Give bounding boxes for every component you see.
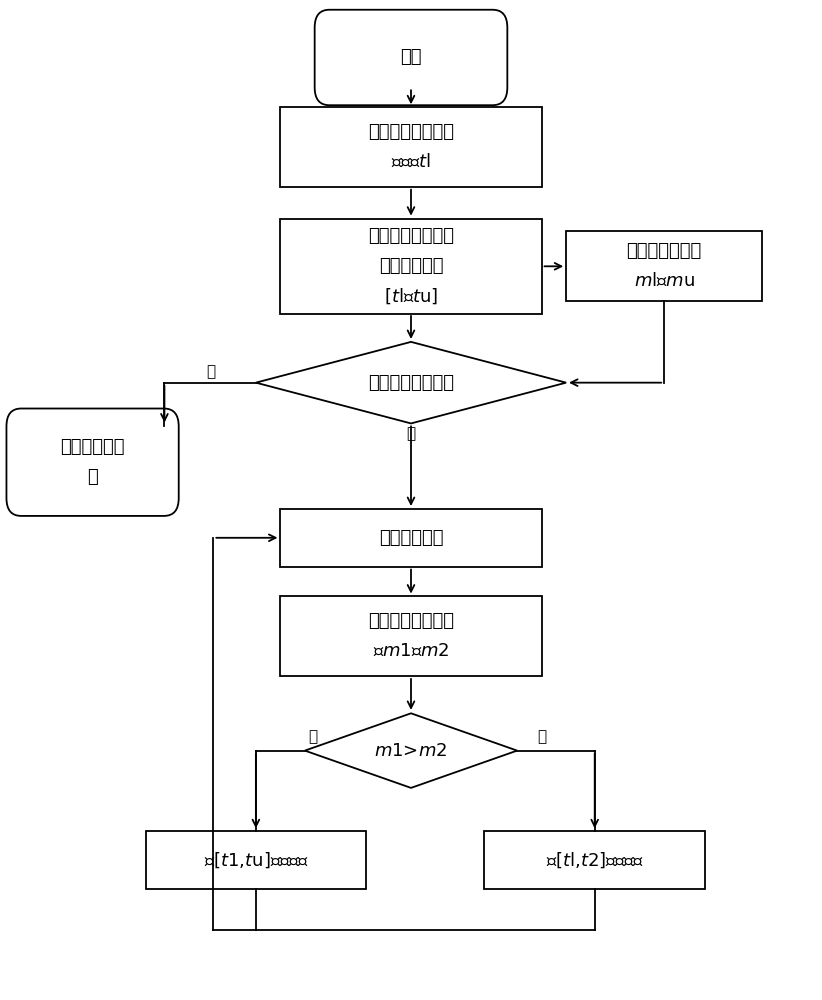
Text: 二分法确定最小飞: 二分法确定最小飞 [368,123,454,141]
Text: 取[$\mathit{t}$1,$\mathit{t}$u]为新区间: 取[$\mathit{t}$1,$\mathit{t}$u]为新区间 [204,850,308,870]
Text: [$\mathit{t}$l，$\mathit{t}$u]: [$\mathit{t}$l，$\mathit{t}$u] [384,286,438,306]
Polygon shape [256,342,566,423]
Text: 求解等分点处的燃: 求解等分点处的燃 [368,612,454,630]
Text: $\mathit{m}$1>$\mathit{m}$2: $\mathit{m}$1>$\mathit{m}$2 [374,742,448,760]
FancyBboxPatch shape [7,409,178,516]
Text: 否: 否 [406,426,416,441]
Text: 取[$\mathit{t}$l,$\mathit{t}$2]为新区间: 取[$\mathit{t}$l,$\mathit{t}$2]为新区间 [546,850,644,870]
Text: 解: 解 [87,468,98,486]
Text: 三等分该区间: 三等分该区间 [379,529,443,547]
Polygon shape [305,713,517,788]
Bar [280,596,542,676]
Text: 行时间$\mathit{t}$l: 行时间$\mathit{t}$l [391,153,431,171]
Bar [484,831,705,889]
Text: 是否达到精度要求: 是否达到精度要求 [368,374,454,392]
Bar [280,219,542,314]
Text: 开始: 开始 [400,48,422,66]
Text: 否: 否 [537,730,546,745]
Text: 是: 是 [308,730,317,745]
Bar [280,107,542,187]
Bar [566,231,762,301]
Text: $\mathit{m}$l和$\mathit{m}$u: $\mathit{m}$l和$\mathit{m}$u [634,272,695,290]
Bar [280,509,542,567]
FancyBboxPatch shape [315,10,507,105]
Text: 得到全局最优: 得到全局最优 [60,438,125,456]
Bar [145,831,366,889]
Text: 耗$\mathit{m}$1和$\mathit{m}$2: 耗$\mathit{m}$1和$\mathit{m}$2 [372,642,450,660]
Text: 是: 是 [206,364,215,379]
Text: 求解端点处燃耗: 求解端点处燃耗 [626,242,702,260]
Text: 结合任务需求确定: 结合任务需求确定 [368,227,454,245]
Text: 飞行时间区间: 飞行时间区间 [379,257,443,275]
